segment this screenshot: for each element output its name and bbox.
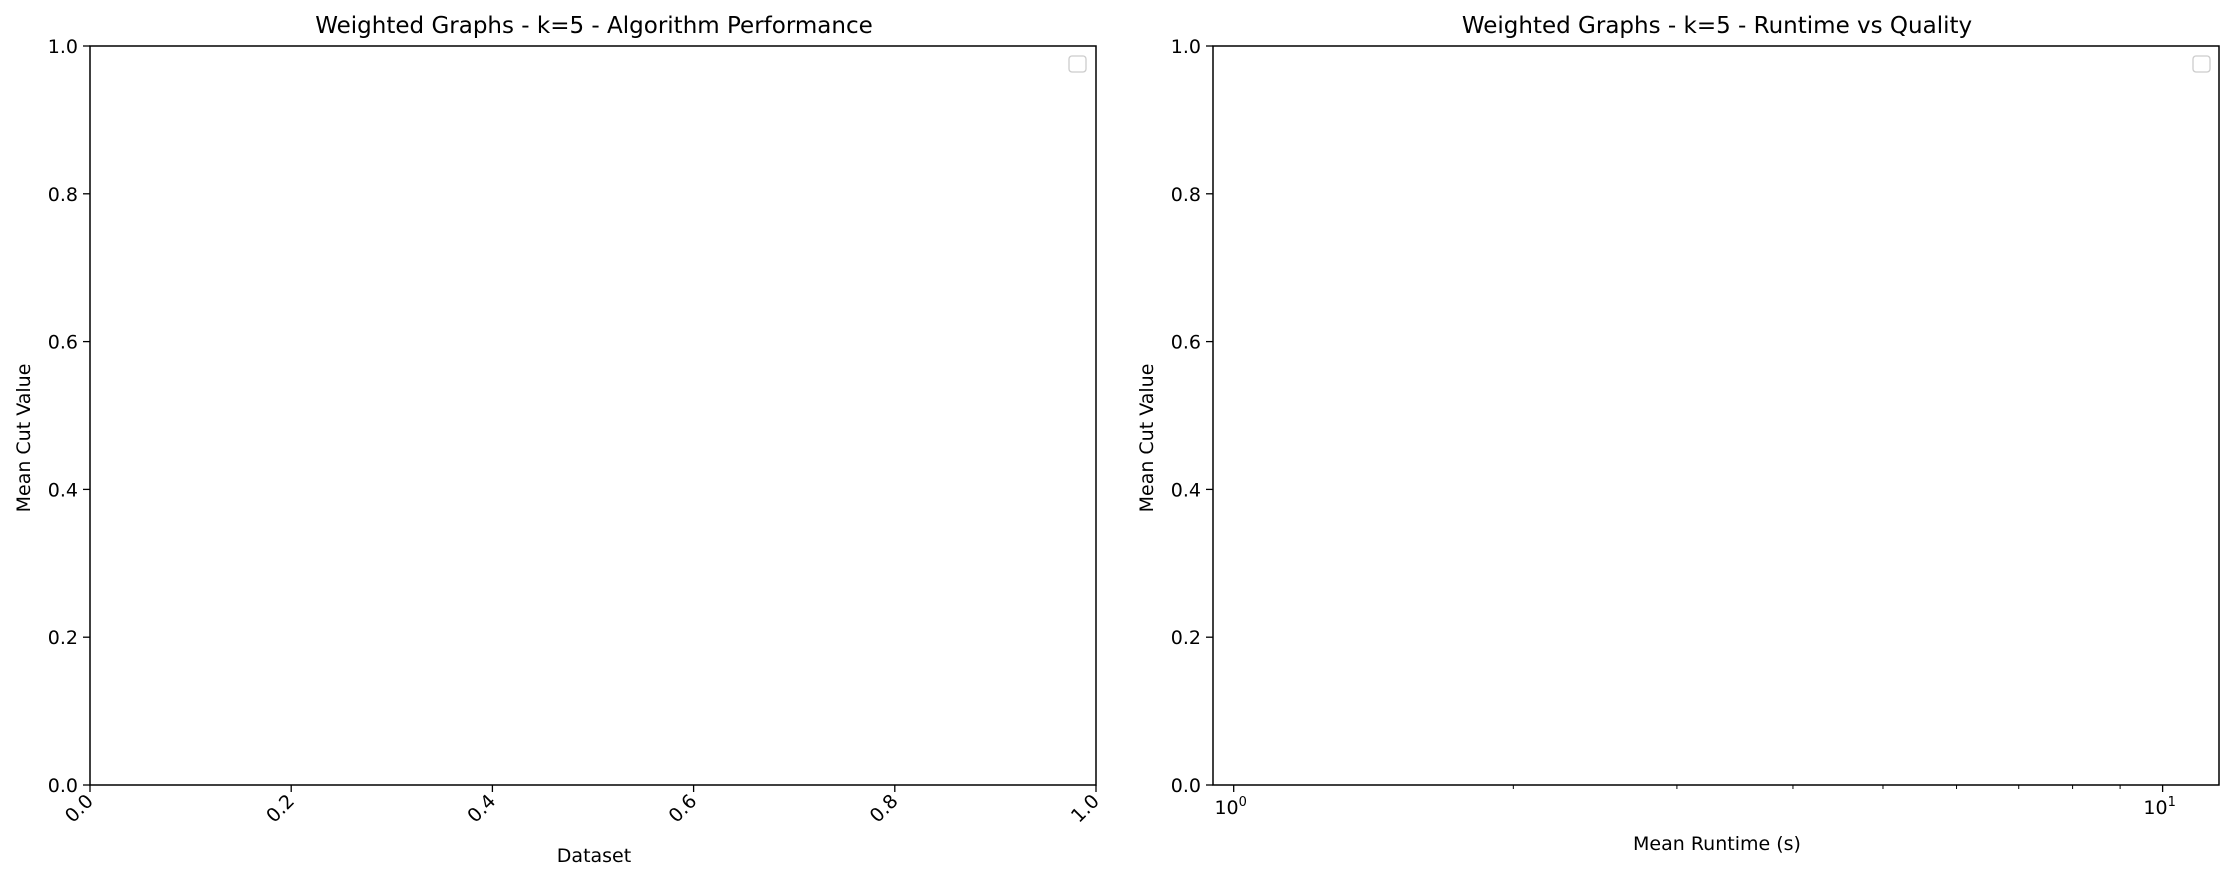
left-x-tick-label: 1.0 — [1067, 790, 1104, 827]
right-x-tick-label: 100 — [1214, 795, 1246, 819]
left-y-tick-label: 1.0 — [48, 36, 78, 58]
left-legend-box — [1068, 55, 1087, 73]
left-plot: Weighted Graphs - k=5 - Algorithm Perfor… — [13, 13, 1104, 867]
left-y-tick-label: 0.8 — [48, 184, 78, 206]
left-y-tick-label: 0.2 — [48, 627, 78, 649]
left-plot-title: Weighted Graphs - k=5 - Algorithm Perfor… — [315, 13, 873, 39]
left-y-axis-label: Mean Cut Value — [13, 364, 35, 513]
right-y-tick-label: 1.0 — [1171, 36, 1201, 58]
right-y-tick-label: 0.4 — [1171, 479, 1201, 501]
right-y-ticks: 0.0 0.2 0.4 0.6 0.8 1.0 — [1171, 36, 1213, 797]
right-y-tick-label: 0.2 — [1171, 627, 1201, 649]
right-plot: Weighted Graphs - k=5 - Runtime vs Quali… — [1136, 13, 2220, 855]
right-x-tick-label: 101 — [2143, 795, 2175, 819]
right-y-tick-label: 0.8 — [1171, 184, 1201, 206]
right-x-tick-exponent: 0 — [1239, 795, 1247, 810]
left-x-axis-label: Dataset — [557, 845, 631, 867]
right-y-tick-label: 0.0 — [1171, 775, 1201, 797]
right-plot-title: Weighted Graphs - k=5 - Runtime vs Quali… — [1462, 13, 1972, 39]
right-y-axis-label: Mean Cut Value — [1136, 364, 1158, 513]
left-y-tick-label: 0.0 — [48, 775, 78, 797]
left-x-tick-label: 0.2 — [262, 790, 299, 827]
right-plot-frame — [1212, 45, 2220, 786]
left-plot-frame — [89, 45, 1097, 786]
right-x-axis-label: Mean Runtime (s) — [1633, 833, 1801, 855]
left-x-tick-label: 0.4 — [463, 790, 500, 827]
right-y-tick-label: 0.6 — [1171, 332, 1201, 354]
left-x-ticks: 0.0 0.2 0.4 0.6 0.8 1.0 — [61, 785, 1104, 827]
right-x-tick-base: 10 — [2143, 797, 2167, 819]
right-x-tick-exponent: 1 — [2168, 795, 2176, 810]
left-y-tick-label: 0.6 — [48, 332, 78, 354]
left-x-tick-label: 0.8 — [866, 790, 903, 827]
right-x-ticks: 100 101 — [1214, 785, 2176, 819]
left-y-ticks: 0.0 0.2 0.4 0.6 0.8 1.0 — [48, 36, 90, 797]
right-x-tick-base: 10 — [1214, 797, 1238, 819]
left-y-tick-label: 0.4 — [48, 479, 78, 501]
right-legend-box — [2192, 55, 2211, 73]
left-x-tick-label: 0.6 — [664, 790, 701, 827]
